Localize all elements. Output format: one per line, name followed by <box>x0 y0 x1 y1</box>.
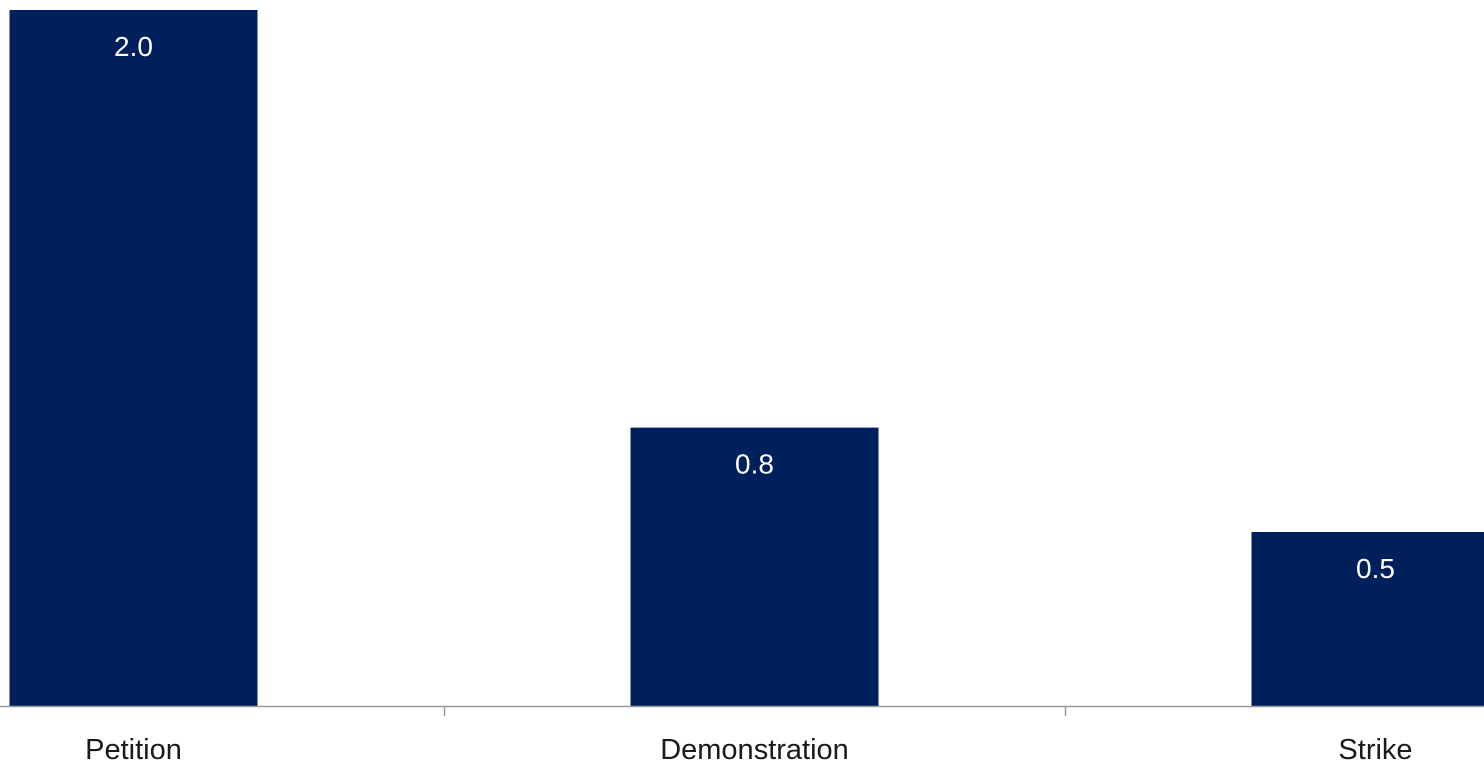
category-label-strike: Strike <box>1338 734 1412 766</box>
bar-value-label: 2.0 <box>114 31 153 62</box>
category-labels: Petition Demonstration Strike <box>85 734 1412 766</box>
bars-group: 2.0 0.8 0.5 <box>9 10 1484 706</box>
bar-petition <box>9 10 258 706</box>
category-label-petition: Petition <box>85 734 182 766</box>
bar-demonstration <box>630 427 879 706</box>
category-label-demonstration: Demonstration <box>660 734 849 766</box>
bar-strike <box>1251 532 1484 706</box>
bar-value-label: 0.8 <box>735 449 774 480</box>
x-axis <box>0 705 1484 716</box>
bar-value-label: 0.5 <box>1356 553 1395 584</box>
